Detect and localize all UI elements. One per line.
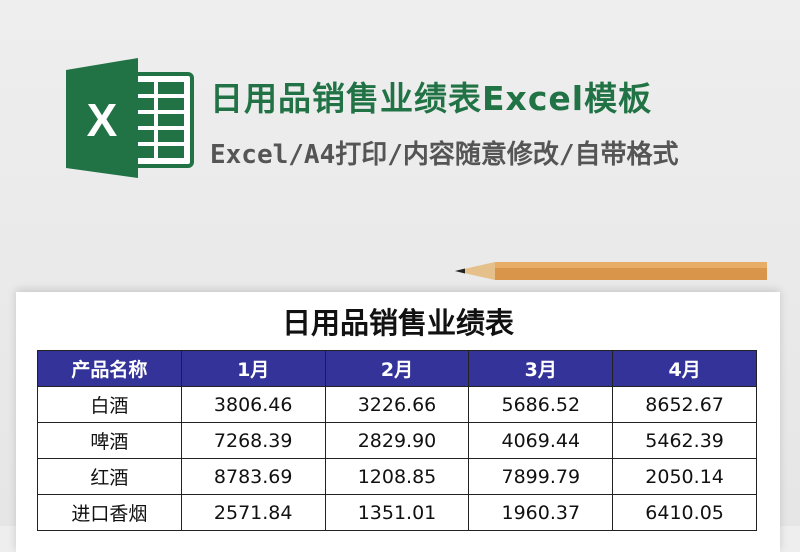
column-header: 2月 (324, 350, 470, 387)
sales-value-cell: 1208.85 (324, 458, 470, 495)
sales-table: 产品名称 1月 2月 3月 4月 白酒 3806.46 3226.66 5686.52… (37, 350, 757, 531)
sales-value-cell: 1960.37 (468, 494, 614, 531)
svg-text:X: X (87, 94, 118, 146)
sales-value-cell: 7268.39 (180, 422, 326, 459)
table-row: 进口香烟 2571.84 1351.01 1960.37 6410.05 (37, 494, 757, 531)
column-header: 3月 (468, 350, 614, 387)
column-header: 1月 (180, 350, 326, 387)
sheet-title: 日用品销售业绩表 (281, 306, 514, 340)
sales-value-cell: 5686.52 (468, 386, 614, 423)
sales-value-cell: 2050.14 (612, 458, 757, 495)
table-row: 啤酒 7268.39 2829.90 4069.44 5462.39 (37, 422, 757, 459)
sales-value-cell: 5462.39 (612, 422, 757, 459)
table-row: 红酒 8783.69 1208.85 7899.79 2050.14 (37, 458, 757, 495)
column-header: 4月 (612, 350, 757, 387)
product-name-cell: 啤酒 (37, 422, 182, 459)
product-name-cell: 红酒 (37, 458, 182, 495)
sales-value-cell: 4069.44 (468, 422, 614, 459)
product-name-cell: 进口香烟 (37, 494, 182, 531)
banner-subtitle: Excel/A4打印/内容随意修改/自带格式 (210, 140, 679, 170)
banner-title: 日用品销售业绩表Excel模板 (210, 79, 653, 118)
excel-logo-icon: X (66, 58, 194, 178)
sales-value-cell: 3806.46 (180, 386, 326, 423)
table-header-row: 产品名称 1月 2月 3月 4月 (37, 350, 757, 387)
table-row: 白酒 3806.46 3226.66 5686.52 8652.67 (37, 386, 757, 423)
sales-value-cell: 8783.69 (180, 458, 326, 495)
sales-value-cell: 6410.05 (612, 494, 757, 531)
column-header: 产品名称 (37, 350, 182, 387)
sales-value-cell: 3226.66 (324, 386, 470, 423)
product-name-cell: 白酒 (37, 386, 182, 423)
sales-value-cell: 8652.67 (612, 386, 757, 423)
sales-value-cell: 2829.90 (324, 422, 470, 459)
pencil-icon (455, 262, 767, 280)
sales-value-cell: 1351.01 (324, 494, 470, 531)
sales-value-cell: 7899.79 (468, 458, 614, 495)
sales-value-cell: 2571.84 (180, 494, 326, 531)
